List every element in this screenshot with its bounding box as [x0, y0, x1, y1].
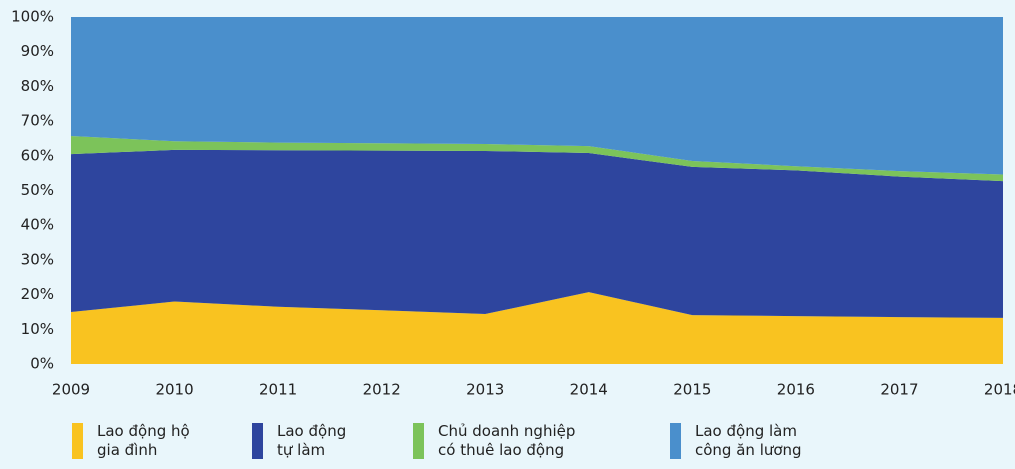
y-tick-label: 0%	[30, 355, 54, 373]
x-tick-label: 2010	[155, 381, 193, 399]
y-tick-label: 100%	[11, 8, 54, 26]
legend-label: Lao động tự làm	[277, 422, 347, 459]
x-tick-label: 2016	[777, 381, 815, 399]
y-tick-label: 10%	[21, 320, 54, 338]
x-tick-label: 2013	[466, 381, 504, 399]
x-tick-label: 2012	[363, 381, 401, 399]
legend-swatch	[72, 423, 83, 459]
legend-label: Lao động làm công ăn lương	[695, 422, 802, 459]
legend-label: Lao động hộ gia đình	[97, 422, 190, 459]
y-tick-label: 40%	[21, 216, 54, 234]
y-tick-label: 80%	[21, 77, 54, 95]
area	[71, 17, 1003, 175]
area	[71, 136, 1003, 182]
x-tick-label: 2018	[984, 381, 1015, 399]
y-tick-label: 90%	[21, 42, 54, 60]
x-tick-label: 2009	[52, 381, 90, 399]
x-tick-label: 2015	[673, 381, 711, 399]
legend-item: Lao động tự làm	[252, 422, 347, 460]
legend-swatch	[670, 423, 681, 459]
legend-item: Lao động làm công ăn lương	[670, 422, 802, 460]
legend-item: Lao động hộ gia đình	[72, 422, 190, 460]
legend-item: Chủ doanh nghiệp có thuê lao động	[413, 422, 576, 460]
y-tick-label: 50%	[21, 181, 54, 199]
x-tick-label: 2014	[570, 381, 608, 399]
legend-label: Chủ doanh nghiệp có thuê lao động	[438, 422, 576, 459]
y-tick-label: 60%	[21, 146, 54, 164]
y-tick-label: 30%	[21, 250, 54, 268]
y-tick-label: 20%	[21, 285, 54, 303]
y-tick-label: 70%	[21, 112, 54, 130]
x-tick-label: 2011	[259, 381, 297, 399]
area	[71, 292, 1003, 364]
legend-swatch	[413, 423, 424, 459]
legend-swatch	[252, 423, 263, 459]
area	[71, 149, 1003, 318]
x-tick-label: 2017	[880, 381, 918, 399]
